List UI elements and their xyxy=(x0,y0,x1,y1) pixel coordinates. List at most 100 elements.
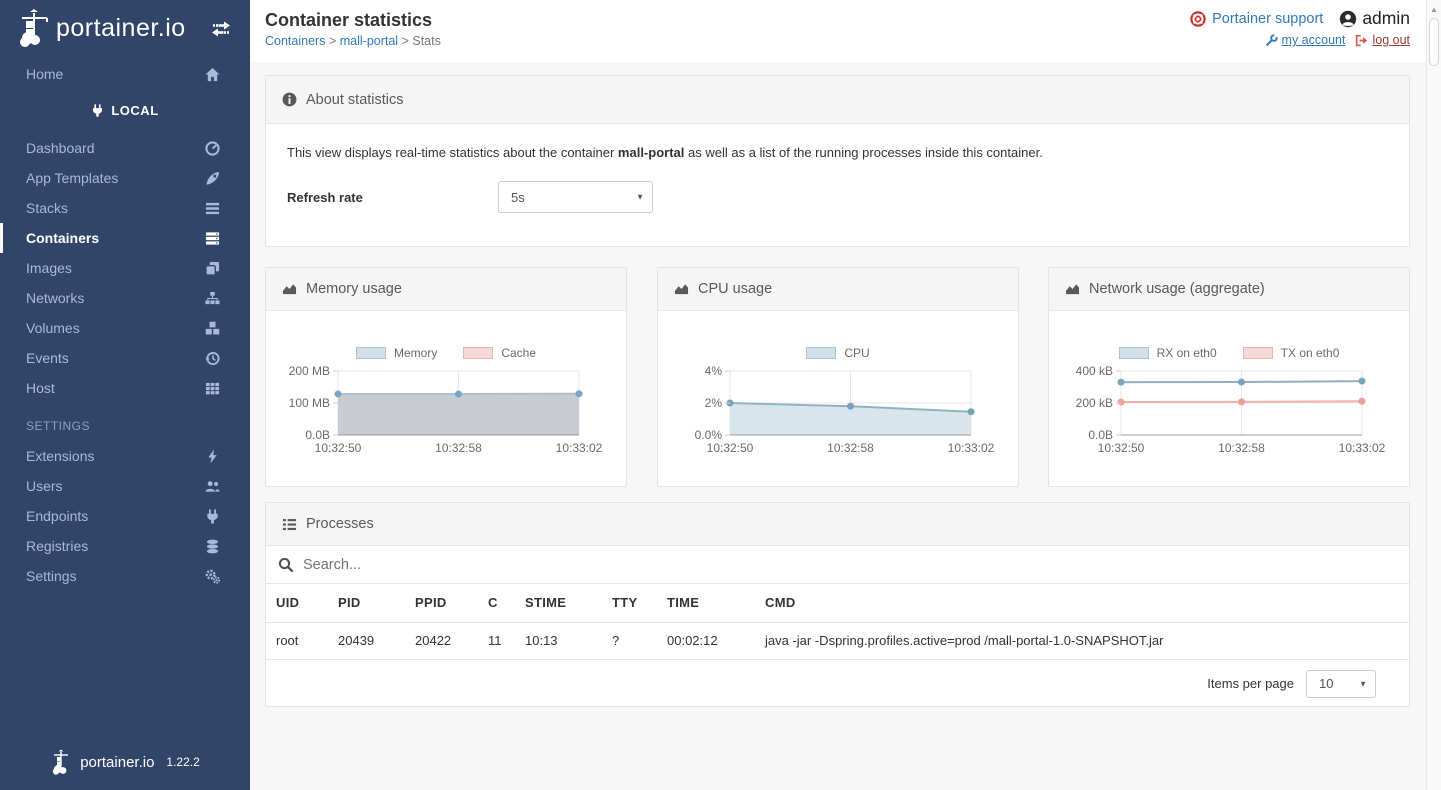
svg-text:10:32:50: 10:32:50 xyxy=(707,441,754,455)
dashboard-icon xyxy=(205,140,220,156)
scrollbar-thumb[interactable] xyxy=(1429,18,1439,66)
plug-icon xyxy=(93,103,103,117)
legend-swatch xyxy=(1242,347,1273,359)
sidebar-item-events[interactable]: Events xyxy=(0,343,250,373)
cogs-icon xyxy=(205,569,220,584)
cpu-chart: CPU 4% 2% 0.0% 10:32:50 10:32:58 10:33:02 xyxy=(658,344,1018,463)
users-icon xyxy=(205,480,220,492)
sidebar-item-networks[interactable]: Networks xyxy=(0,283,250,313)
search-input[interactable] xyxy=(303,556,1397,573)
sidebar-item-settings[interactable]: Settings xyxy=(0,561,250,591)
network-usage-panel: Network usage (aggregate) RX on eth0 TX o… xyxy=(1048,267,1410,487)
about-statistics-panel: About statistics This view displays real… xyxy=(265,75,1410,247)
svg-text:0.0%: 0.0% xyxy=(695,428,723,442)
processes-table: UID PID PPID C STIME TTY TIME CMD root 2… xyxy=(266,584,1409,660)
grid-icon xyxy=(205,382,220,394)
portainer-support-link[interactable]: Portainer support xyxy=(1190,11,1323,27)
breadcrumb-link-containers[interactable]: Containers xyxy=(265,34,326,48)
refresh-rate-select[interactable]: 5s xyxy=(498,181,653,213)
table-header-row: UID PID PPID C STIME TTY TIME CMD xyxy=(266,584,1409,623)
column-header-cmd[interactable]: CMD xyxy=(755,584,1409,623)
sidebar-item-app-templates[interactable]: App Templates xyxy=(0,163,250,193)
items-per-page-select[interactable]: 10 xyxy=(1306,669,1376,698)
log-out-link[interactable]: log out xyxy=(1355,33,1410,47)
cell-c: 11 xyxy=(478,622,515,660)
legend-label: Cache xyxy=(501,346,537,360)
cell-pid: 20439 xyxy=(328,622,405,660)
breadcrumb-link-container[interactable]: mall-portal xyxy=(339,34,399,48)
svg-text:10:32:58: 10:32:58 xyxy=(827,441,874,455)
svg-text:4%: 4% xyxy=(705,364,723,378)
sidebar-item-users[interactable]: Users xyxy=(0,471,250,501)
sidebar-item-registries[interactable]: Registries xyxy=(0,531,250,561)
column-header-tty[interactable]: TTY xyxy=(602,584,657,623)
portainer-logo-icon xyxy=(20,8,48,47)
memory-panel-header: Memory usage xyxy=(266,268,626,311)
endpoint-switch-icon[interactable] xyxy=(210,21,232,37)
list-icon xyxy=(205,202,220,214)
chart-title: Network usage (aggregate) xyxy=(1089,281,1265,297)
sidebar-logo-row[interactable]: portainer.io xyxy=(0,0,250,57)
svg-text:0.0B: 0.0B xyxy=(1088,428,1113,442)
scrollbar-up-arrow[interactable]: ▲ xyxy=(1430,5,1438,14)
wrench-icon xyxy=(1265,33,1278,46)
column-header-time[interactable]: TIME xyxy=(657,584,755,623)
svg-text:200 MB: 200 MB xyxy=(289,364,330,378)
cell-uid: root xyxy=(266,622,328,660)
server-icon xyxy=(205,231,220,245)
column-header-stime[interactable]: STIME xyxy=(515,584,602,623)
my-account-link[interactable]: my account xyxy=(1265,33,1345,47)
memory-chart: Memory Cache 200 MB 100 MB 0.0B 10:32:50 10:32… xyxy=(266,344,626,463)
sidebar-item-dashboard[interactable]: Dashboard xyxy=(0,133,250,163)
page-scrollbar[interactable]: ▲ xyxy=(1426,0,1441,790)
legend-item: RX on eth0 xyxy=(1118,346,1217,360)
sidebar-item-images[interactable]: Images xyxy=(0,253,250,283)
items-per-page-label: Items per page xyxy=(1207,676,1294,691)
chart-legend: CPU xyxy=(658,344,1018,362)
legend-label: CPU xyxy=(844,346,870,360)
pagination-footer: Items per page 10 ▼ xyxy=(266,660,1409,708)
sidebar-item-extensions[interactable]: Extensions xyxy=(0,441,250,471)
column-header-pid[interactable]: PID xyxy=(328,584,405,623)
rocket-icon xyxy=(206,171,220,185)
legend-item: Memory xyxy=(355,346,437,360)
column-header-c[interactable]: C xyxy=(478,584,515,623)
refresh-rate-label: Refresh rate xyxy=(287,189,363,205)
legend-swatch xyxy=(806,347,837,359)
search-icon xyxy=(278,557,294,572)
username-display[interactable]: admin xyxy=(1339,8,1410,29)
portainer-footer-logo-icon xyxy=(53,749,69,775)
svg-text:0.0B: 0.0B xyxy=(305,428,330,442)
svg-text:200 kB: 200 kB xyxy=(1076,396,1113,410)
network-panel-header: Network usage (aggregate) xyxy=(1049,268,1409,311)
svg-text:10:32:58: 10:32:58 xyxy=(435,441,482,455)
chart-legend: Memory Cache xyxy=(266,344,626,362)
about-panel-title: About statistics xyxy=(306,91,404,108)
chart-legend: RX on eth0 TX on eth0 xyxy=(1049,344,1409,362)
svg-text:100 MB: 100 MB xyxy=(289,396,330,410)
cell-tty: ? xyxy=(602,622,657,660)
sidebar-item-volumes[interactable]: Volumes xyxy=(0,313,250,343)
endpoint-name: LOCAL xyxy=(0,95,250,125)
history-icon xyxy=(205,351,220,365)
sidebar-item-label: Home xyxy=(26,66,64,82)
column-header-ppid[interactable]: PPID xyxy=(405,584,478,623)
footer-version: 1.22.2 xyxy=(166,755,200,769)
sidebar-item-endpoints[interactable]: Endpoints xyxy=(0,501,250,531)
processes-panel-title: Processes xyxy=(306,516,374,532)
legend-item: CPU xyxy=(806,346,870,360)
sidebar: portainer.io Home LOCAL Dashboard xyxy=(0,0,250,790)
sidebar-item-stacks[interactable]: Stacks xyxy=(0,193,250,223)
user-circle-icon xyxy=(1340,10,1357,27)
legend-label: TX on eth0 xyxy=(1280,346,1340,360)
life-ring-icon xyxy=(1190,10,1206,27)
column-header-uid[interactable]: UID xyxy=(266,584,328,623)
info-circle-icon xyxy=(282,92,297,107)
sidebar-item-containers[interactable]: Containers xyxy=(0,223,250,253)
sidebar-item-home[interactable]: Home xyxy=(0,59,250,89)
svg-text:400 kB: 400 kB xyxy=(1076,364,1113,378)
sidebar-item-host[interactable]: Host xyxy=(0,373,250,403)
memory-usage-panel: Memory usage Memory Cache 200 MB 100 MB 0.0B… xyxy=(265,267,627,487)
